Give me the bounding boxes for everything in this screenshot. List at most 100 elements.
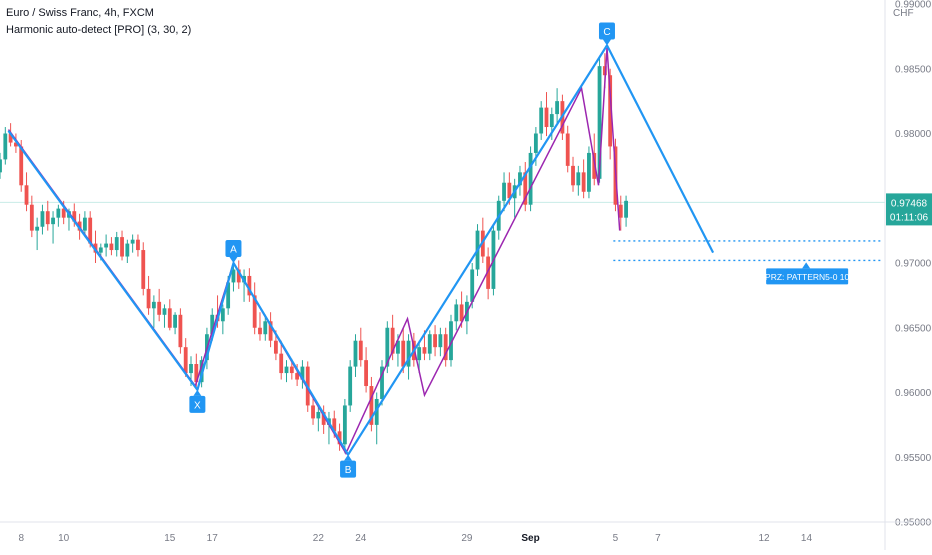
candle-body xyxy=(618,204,623,218)
indicator-label[interactable]: Harmonic auto-detect [PRO] (3, 30, 2) xyxy=(6,24,192,36)
candle-body xyxy=(252,295,257,328)
pattern-point-pointer xyxy=(602,39,611,46)
candle-body xyxy=(486,256,491,289)
candle-body xyxy=(231,269,236,283)
prz-label-pointer xyxy=(802,262,811,269)
y-tick-label: 0.95000 xyxy=(895,518,932,529)
prz-label-text: PRZ: PATTERN5-0 10 xyxy=(765,272,850,282)
candle-body xyxy=(507,182,512,199)
candle-body xyxy=(608,75,613,147)
candle-body xyxy=(146,288,151,309)
candle-body xyxy=(258,327,262,335)
candle-body xyxy=(279,353,284,374)
candle-body xyxy=(0,159,2,173)
pattern-line xyxy=(7,44,715,456)
candle-body xyxy=(3,133,8,160)
y-tick-label: 0.95500 xyxy=(895,453,932,464)
candle-body xyxy=(571,165,575,186)
candle-body xyxy=(358,340,363,361)
candle-body xyxy=(45,211,50,225)
candle-body xyxy=(167,308,172,328)
candle-body xyxy=(120,237,124,257)
candle-body xyxy=(56,208,61,218)
candle-body xyxy=(268,321,273,341)
prz-label[interactable]: PRZ: PATTERN5-0 10 xyxy=(765,262,850,285)
y-tick-label: 0.96000 xyxy=(895,388,932,399)
candle-body xyxy=(581,172,586,192)
candle-body xyxy=(549,114,554,128)
candle-body xyxy=(555,101,560,115)
candle-body xyxy=(151,301,156,309)
currency-label: CHF xyxy=(893,8,914,19)
x-tick-label: 5 xyxy=(613,533,619,544)
candle-body xyxy=(273,340,278,354)
x-tick-label: 17 xyxy=(207,533,219,544)
prz-label-box xyxy=(766,268,849,285)
candle-body xyxy=(533,133,538,153)
price-badge-countdown: 01:11:06 xyxy=(890,212,929,223)
price-badge-bg xyxy=(886,193,932,226)
candle-body xyxy=(565,133,570,166)
candle-body xyxy=(72,211,77,222)
candle-body xyxy=(396,340,400,354)
candle-body xyxy=(29,204,34,231)
candle-body xyxy=(454,304,459,322)
candle-body xyxy=(417,347,422,361)
candle-body xyxy=(178,314,183,348)
pattern-point-a[interactable]: A xyxy=(225,240,242,263)
x-tick-label: 14 xyxy=(801,533,813,544)
candle-body xyxy=(173,314,177,328)
y-tick-label: 0.98000 xyxy=(895,129,932,140)
candle-body xyxy=(502,182,506,201)
candle-body xyxy=(61,208,66,218)
price-badge-value: 0.97468 xyxy=(891,198,928,209)
candle-body xyxy=(295,373,300,380)
candle-body xyxy=(14,142,18,147)
x-tick-label: 15 xyxy=(164,533,176,544)
candle-body xyxy=(576,172,581,186)
candle-body xyxy=(88,217,93,244)
candle-body xyxy=(311,405,315,419)
candle-body xyxy=(406,340,411,367)
candle-body xyxy=(353,340,358,367)
x-tick-label: 24 xyxy=(355,533,367,544)
candle-body xyxy=(364,360,369,387)
candle-body xyxy=(114,237,119,251)
candle-body xyxy=(141,250,146,289)
candle-body xyxy=(369,386,374,425)
x-tick-label: 12 xyxy=(758,533,770,544)
pattern-point-b[interactable]: B xyxy=(340,454,357,478)
x-tick-label: 10 xyxy=(58,533,70,544)
candle-body xyxy=(528,152,533,205)
harmonic-pattern-layer: X A B C PRZ: PATTERN5-0 10 xyxy=(7,22,881,478)
pattern-point-label: C xyxy=(603,27,610,38)
y-tick-label: 0.96500 xyxy=(895,323,932,334)
candle-body xyxy=(194,364,199,383)
candle-body xyxy=(157,301,162,315)
candle-body xyxy=(109,243,114,251)
pattern-point-x[interactable]: X xyxy=(189,389,206,413)
x-tick-label: 22 xyxy=(313,533,325,544)
x-tick-label: Sep xyxy=(521,533,539,544)
symbol-title[interactable]: Euro / Swiss Franc, 4h, FXCM xyxy=(6,7,154,19)
pattern-point-label: X xyxy=(194,400,201,411)
candle-body xyxy=(104,243,109,248)
pattern-point-label: B xyxy=(345,465,352,476)
y-tick-label: 0.97000 xyxy=(895,259,932,270)
candle-body xyxy=(443,334,448,361)
candle-body xyxy=(337,431,342,445)
candle-body xyxy=(35,226,40,231)
candle-body xyxy=(348,366,353,406)
candle-body xyxy=(390,327,395,354)
candle-body xyxy=(183,347,188,374)
candle-body xyxy=(422,347,427,354)
pattern-point-c[interactable]: C xyxy=(598,22,615,46)
pattern-point-label: A xyxy=(230,245,237,256)
candle-body xyxy=(98,247,103,253)
candle-body xyxy=(374,398,379,425)
candle-body xyxy=(459,304,464,322)
candle-body xyxy=(433,334,437,348)
candle-body xyxy=(125,243,130,257)
